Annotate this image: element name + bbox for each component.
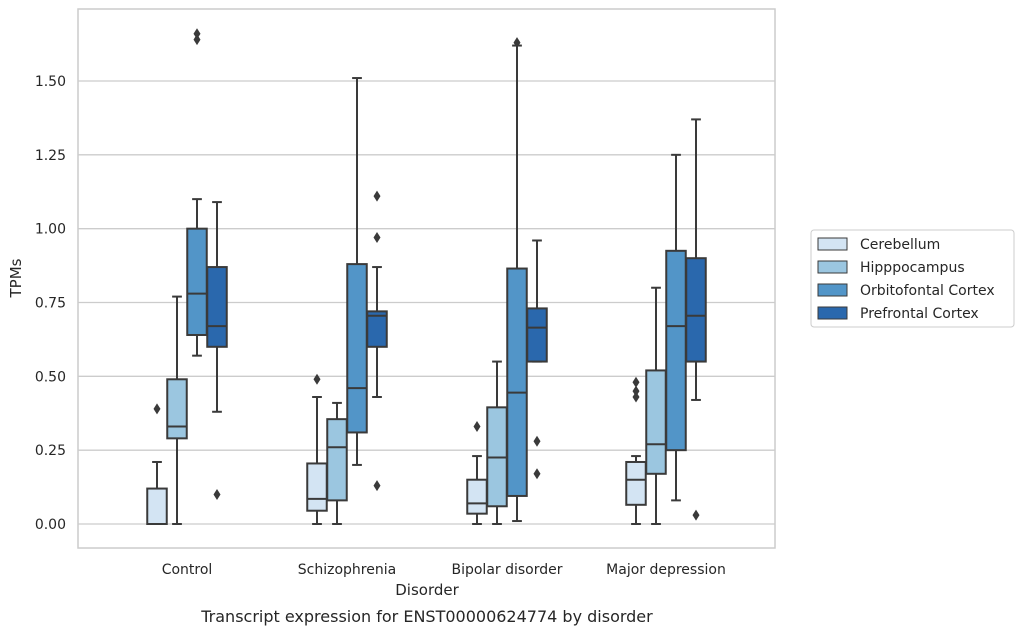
plot-area-border: [77, 8, 776, 549]
legend-items: Cerebellum Hipppocampus Orbitofontal Corte…: [817, 237, 995, 322]
box-cerebellum: [625, 376, 647, 525]
outlier-point: [632, 385, 640, 397]
box-iqr: [206, 266, 228, 348]
x-tick-label: Bipolar disorder: [451, 562, 562, 578]
outlier-point: [632, 376, 640, 388]
box-iqr: [506, 267, 528, 497]
y-tick-label: 0.00: [35, 517, 66, 533]
legend-swatch: [817, 237, 848, 251]
legend-label: Hipppocampus: [860, 260, 965, 276]
box-hipppocampus: [166, 295, 188, 525]
outlier-point: [153, 403, 161, 415]
box-iqr: [166, 378, 188, 440]
box-cerebellum: [466, 421, 488, 525]
outlier-point: [513, 37, 521, 49]
box-hipppocampus: [326, 401, 348, 525]
outlier-point: [213, 488, 221, 500]
box-prefrontal-cortex: [366, 190, 388, 492]
legend-swatch: [817, 306, 848, 320]
outlier-point: [193, 34, 201, 46]
y-axis-label: TPMs: [7, 258, 25, 298]
y-tick-label: 0.25: [35, 443, 66, 459]
box-iqr: [306, 462, 328, 512]
box-iqr: [186, 227, 208, 336]
legend-label: Cerebellum: [860, 237, 940, 253]
outlier-point: [692, 509, 700, 521]
box-cerebellum: [146, 403, 168, 525]
outlier-point: [373, 480, 381, 492]
box-prefrontal-cortex: [685, 118, 707, 521]
y-tick-labels: 0.00 0.25 0.50 0.75 1.00 1.25 1.50: [35, 74, 66, 533]
box-iqr: [665, 249, 687, 452]
box-hipppocampus: [645, 286, 667, 525]
box-hipppocampus: [486, 360, 508, 525]
box-orbitofontal-cortex: [346, 77, 368, 466]
y-tick-label: 0.75: [35, 296, 66, 312]
outlier-point: [473, 421, 481, 433]
outlier-point: [533, 468, 541, 480]
outlier-point: [193, 28, 201, 40]
legend: Cerebellum Hipppocampus Orbitofontal Corte…: [810, 229, 1015, 328]
box-prefrontal-cortex: [206, 201, 228, 500]
x-tick-label: Major depression: [606, 562, 726, 578]
outlier-point: [373, 190, 381, 202]
box-iqr: [326, 418, 348, 502]
x-tick-label: Control: [162, 562, 213, 578]
box-iqr: [645, 369, 667, 475]
outlier-point: [313, 373, 321, 385]
box-orbitofontal-cortex: [665, 153, 687, 502]
box-iqr: [466, 478, 488, 515]
chart-caption: Transcript expression for ENST0000062477…: [200, 607, 653, 626]
legend-frame: [810, 229, 1015, 328]
legend-swatch: [817, 283, 848, 297]
box-iqr: [526, 307, 548, 363]
x-axis-label: Disorder: [395, 581, 459, 599]
box-prefrontal-cortex: [526, 239, 548, 480]
box-iqr: [685, 257, 707, 363]
y-tick-label: 1.00: [35, 222, 66, 238]
box-orbitofontal-cortex: [506, 37, 528, 523]
legend-label: Prefrontal Cortex: [860, 306, 979, 322]
box-cerebellum: [306, 373, 328, 525]
x-tick-labels: Control Schizophrenia Bipolar disorder Majo…: [162, 562, 726, 578]
box-iqr: [146, 487, 168, 525]
box-orbitofontal-cortex: [186, 28, 208, 357]
legend-label: Orbitofontal Cortex: [860, 283, 995, 299]
box-iqr: [346, 263, 368, 434]
y-tick-label: 1.25: [35, 148, 66, 164]
y-tick-label: 1.50: [35, 74, 66, 90]
y-tick-label: 0.50: [35, 369, 66, 385]
boxes: [146, 28, 707, 525]
legend-swatch: [817, 260, 848, 274]
outlier-point: [373, 232, 381, 244]
outlier-point: [632, 391, 640, 403]
box-iqr: [625, 460, 647, 506]
x-tick-label: Schizophrenia: [298, 562, 396, 578]
box-iqr: [366, 310, 388, 348]
outlier-point: [533, 435, 541, 447]
